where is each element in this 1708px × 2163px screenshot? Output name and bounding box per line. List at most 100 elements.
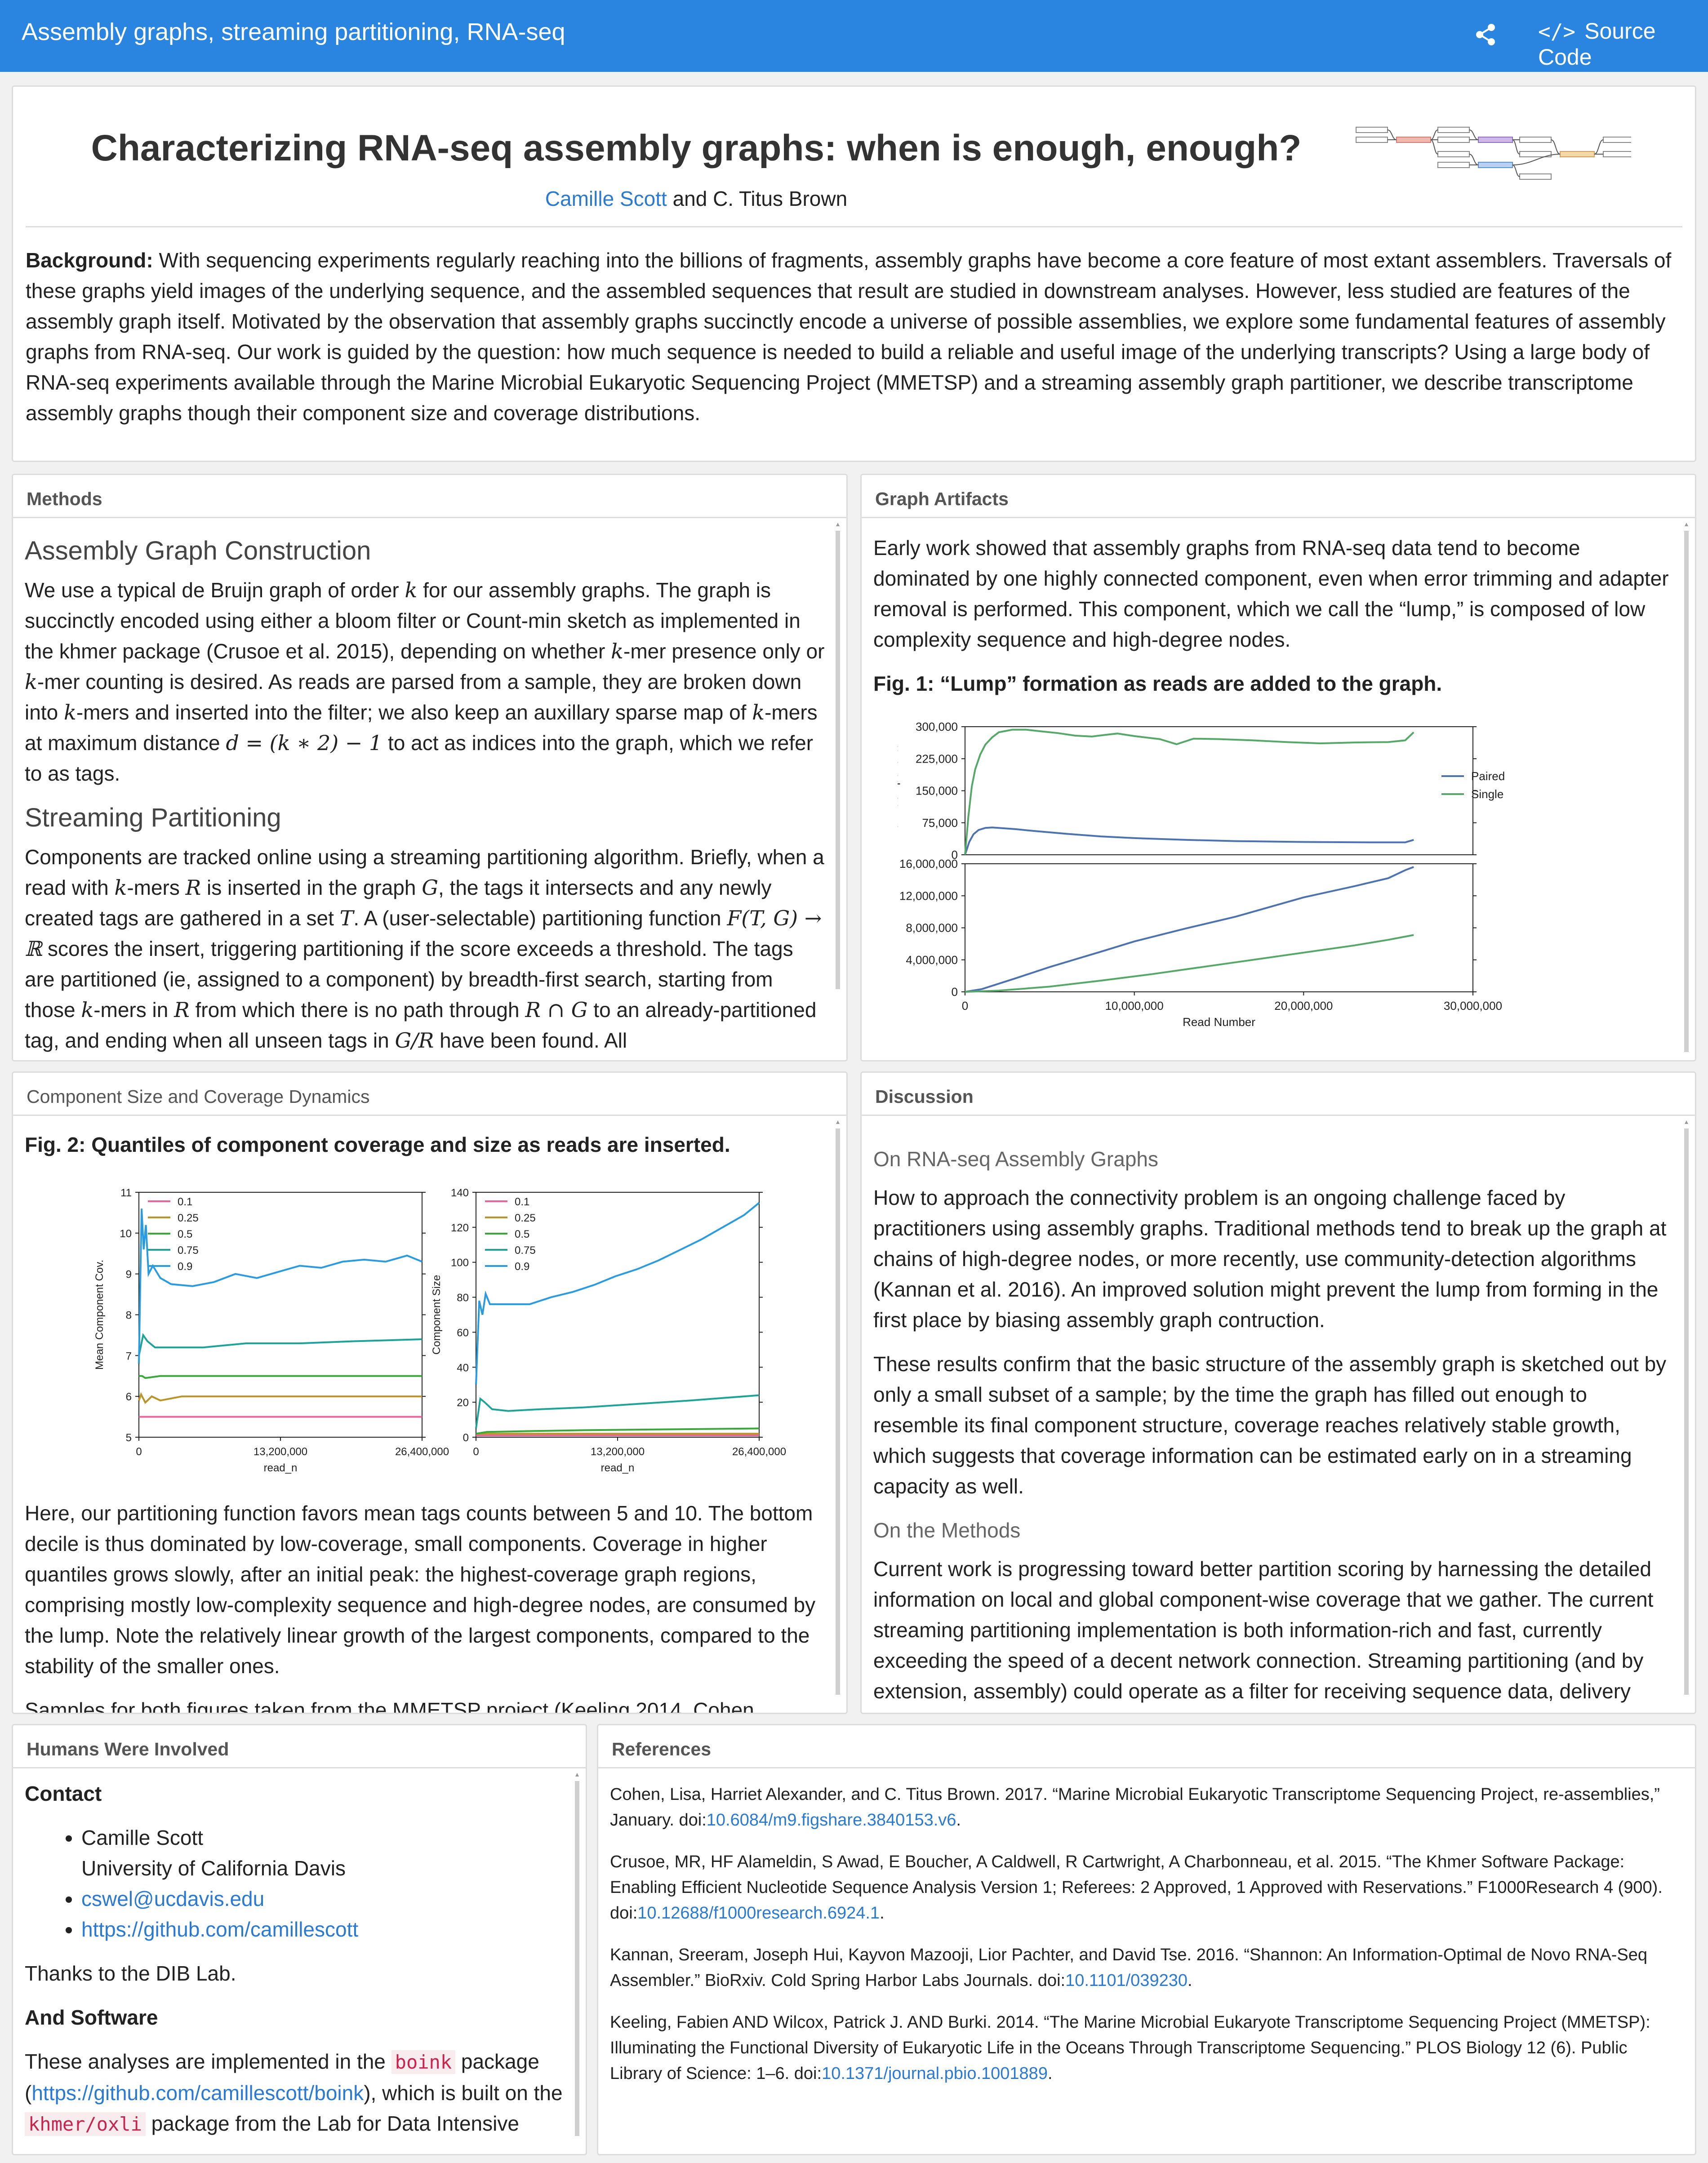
x-tick-label: 13,200,000 bbox=[591, 1446, 645, 1458]
humans-panel: Humans Were Involved Contact Camille Sco… bbox=[12, 1724, 587, 2155]
y-tick-label: 80 bbox=[457, 1292, 469, 1304]
references-panel: References Cohen, Lisa, Harriet Alexande… bbox=[597, 1724, 1696, 2155]
author-rest: and C. Titus Brown bbox=[672, 187, 848, 210]
legend-label: Paired bbox=[1471, 769, 1505, 783]
assembly-graph-logo bbox=[1356, 127, 1631, 180]
reference-doi-link[interactable]: 10.1371/journal.pbio.1001889 bbox=[822, 2064, 1048, 2083]
heading-on-methods: On the Methods bbox=[873, 1519, 1021, 1542]
methods-scrollbar[interactable] bbox=[836, 523, 840, 989]
legend-label: 0.5 bbox=[515, 1228, 529, 1240]
series-line-0.9 bbox=[475, 1202, 760, 1385]
site-title[interactable]: Assembly graphs, streaming partitioning,… bbox=[22, 18, 565, 45]
y-tick-label: 75,000 bbox=[922, 816, 958, 830]
background-label: Background: bbox=[26, 249, 153, 272]
humans-scrollbar[interactable] bbox=[575, 1773, 579, 2136]
x-tick-label: 13,200,000 bbox=[254, 1446, 307, 1458]
dynamics-paragraph-1: Here, our partitioning function favors m… bbox=[25, 1501, 816, 1678]
y-tick-label: 60 bbox=[457, 1327, 469, 1339]
source-code-label: Source Code bbox=[1538, 18, 1656, 70]
reference-item: Crusoe, MR, HF Alameldin, S Awad, E Bouc… bbox=[610, 1852, 1663, 1923]
series-line-Single bbox=[964, 728, 1414, 855]
y-tick-label: 8 bbox=[126, 1310, 132, 1322]
software-heading: And Software bbox=[25, 2006, 158, 2029]
discussion-title: Discussion bbox=[875, 1086, 974, 1107]
artifacts-paragraph: Early work showed that assembly graphs f… bbox=[873, 536, 1669, 651]
reference-item: Cohen, Lisa, Harriet Alexander, and C. T… bbox=[610, 1785, 1660, 1830]
title-panel: Characterizing RNA-seq assembly graphs: … bbox=[12, 85, 1696, 462]
contact-affiliation: University of California Davis bbox=[81, 1857, 346, 1880]
dynamics-scrollbar[interactable] bbox=[836, 1120, 840, 1695]
series-line-0.5 bbox=[476, 1427, 760, 1435]
fig1-lump-chart: 300,000 225,000 150,000 75,000 0 Num Componen… bbox=[898, 720, 1505, 1029]
references-list: Cohen, Lisa, Harriet Alexander, and C. T… bbox=[610, 1782, 1677, 2103]
y-tick-label: 12,000,000 bbox=[899, 889, 958, 902]
x-tick-label: 0 bbox=[473, 1446, 479, 1458]
reference-item: Kannan, Sreeram, Joseph Hui, Kayvon Mazo… bbox=[610, 1945, 1647, 1990]
authors: Camille Scott and C. Titus Brown bbox=[13, 187, 1379, 211]
reference-doi-link[interactable]: 10.1101/039230 bbox=[1065, 1971, 1188, 1990]
discussion-scrollbar[interactable] bbox=[1684, 1120, 1689, 1695]
methods-header: Methods bbox=[13, 475, 846, 518]
series-line-0.9 bbox=[138, 1208, 423, 1364]
methods-paragraph-1: We use a typical de Bruijn graph of orde… bbox=[25, 578, 825, 785]
x-tick-label: 26,400,000 bbox=[395, 1446, 449, 1458]
source-code-link[interactable]: </> Source Code bbox=[1538, 18, 1708, 70]
artifacts-header: Graph Artifacts bbox=[862, 475, 1695, 518]
x-tick-label: 0 bbox=[962, 999, 968, 1013]
y-tick-label: 6 bbox=[126, 1391, 132, 1403]
dynamics-caption-wrap: Fig. 2: Quantiles of component coverage … bbox=[25, 1129, 828, 1173]
discussion-paragraph-2: These results confirm that the basic str… bbox=[873, 1352, 1667, 1498]
y-tick-label: 120 bbox=[451, 1222, 469, 1234]
legend-label: 0.75 bbox=[515, 1244, 536, 1257]
artifacts-scrollbar[interactable] bbox=[1684, 523, 1689, 1052]
y-tick-label: 140 bbox=[451, 1187, 469, 1199]
discussion-paragraph-3: Current work is progressing toward bette… bbox=[873, 1557, 1666, 1713]
background-text: With sequencing experiments regularly re… bbox=[26, 249, 1672, 425]
software-paragraph: These analyses are implemented in the bo… bbox=[25, 2050, 563, 2136]
series-line-Paired bbox=[964, 826, 1414, 855]
y-tick-label: 16,000,000 bbox=[899, 857, 958, 871]
series-line-Paired bbox=[965, 866, 1414, 993]
author-link[interactable]: Camille Scott bbox=[545, 187, 667, 210]
reference-doi-link[interactable]: 10.6084/m9.figshare.3840153.v6 bbox=[706, 1811, 956, 1830]
code-icon: </> bbox=[1538, 19, 1576, 44]
heading-assembly-graph: Assembly Graph Construction bbox=[25, 536, 371, 565]
references-header: References bbox=[598, 1725, 1695, 1768]
x-tick-label: 30,000,000 bbox=[1444, 999, 1502, 1013]
artifacts-body: Early work showed that assembly graphs f… bbox=[873, 533, 1677, 712]
share-icon[interactable] bbox=[1475, 23, 1496, 46]
series-line-Single bbox=[965, 934, 1414, 993]
contact-github-item: https://github.com/camillescott bbox=[81, 1914, 568, 1945]
series-line-0.75 bbox=[138, 1332, 423, 1356]
legend-label: 0.9 bbox=[515, 1261, 529, 1273]
reference-item: Keeling, Fabien AND Wilcox, Patrick J. A… bbox=[610, 2013, 1650, 2083]
github-link[interactable]: https://github.com/camillescott bbox=[81, 1918, 359, 1941]
y-tick-label: 0 bbox=[463, 1432, 469, 1444]
dynamics-paragraph-2: Samples for both figures taken from the … bbox=[25, 1698, 754, 1714]
navbar: Assembly graphs, streaming partitioning,… bbox=[0, 0, 1708, 72]
title-divider bbox=[26, 226, 1682, 227]
legend-label: 0.25 bbox=[515, 1212, 536, 1224]
discussion-panel: Discussion On RNA-seq Assembly Graphs Ho… bbox=[860, 1071, 1696, 1714]
legend-label: 0.75 bbox=[178, 1244, 199, 1257]
x-tick-label: 0 bbox=[136, 1446, 142, 1458]
y-axis-label: Component Size bbox=[431, 1275, 443, 1355]
humans-header: Humans Were Involved bbox=[13, 1725, 586, 1768]
y-tick-label: 300,000 bbox=[916, 720, 958, 733]
x-axis-label: read_n bbox=[601, 1462, 635, 1474]
x-axis-label: read_n bbox=[264, 1462, 298, 1474]
y-tick-label: 100 bbox=[451, 1257, 469, 1269]
boink-code: boink bbox=[391, 2050, 456, 2074]
email-link[interactable]: cswel@ucdavis.edu bbox=[81, 1887, 265, 1910]
series-line-0.25 bbox=[138, 1392, 422, 1404]
boink-link[interactable]: https://github.com/camillescott/boink bbox=[31, 2081, 364, 2105]
dynamics-title: Component Size and Coverage Dynamics bbox=[27, 1086, 370, 1107]
y-tick-label: 20 bbox=[457, 1397, 469, 1409]
humans-title: Humans Were Involved bbox=[27, 1739, 229, 1759]
x-axis-label: Read Number bbox=[1183, 1015, 1255, 1029]
reference-doi-link[interactable]: 10.12688/f1000research.6924.1 bbox=[637, 1904, 880, 1923]
methods-body: Assembly Graph Construction We use a typ… bbox=[25, 522, 828, 1060]
y-tick-label: 40 bbox=[457, 1362, 469, 1374]
y-axis-label: Mean Component Cov. bbox=[93, 1260, 106, 1370]
